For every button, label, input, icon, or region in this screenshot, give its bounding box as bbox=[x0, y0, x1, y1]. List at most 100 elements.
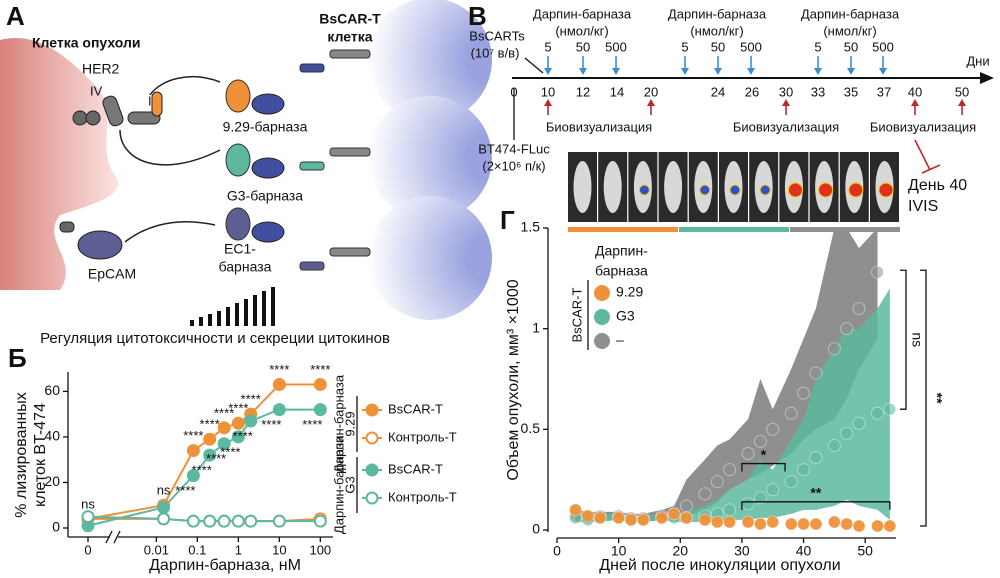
significance: ns bbox=[81, 496, 95, 511]
point bbox=[827, 342, 841, 356]
car-t-label: клетка bbox=[327, 29, 372, 45]
point bbox=[217, 421, 231, 435]
darpin-label: (нмол/кг) bbox=[555, 23, 608, 38]
band bbox=[575, 288, 890, 522]
point bbox=[313, 403, 327, 417]
her2-label: HER2 bbox=[82, 61, 120, 77]
legend-marker bbox=[594, 285, 610, 301]
point bbox=[741, 446, 755, 460]
point bbox=[186, 514, 200, 528]
significance: **** bbox=[261, 417, 281, 432]
point bbox=[840, 517, 854, 531]
significance: **** bbox=[183, 428, 203, 443]
bracket bbox=[741, 501, 891, 510]
x-tick-label: 0 bbox=[84, 542, 91, 557]
x-tick-label: 0.1 bbox=[188, 542, 206, 557]
panel-b: В Дни BsCARTs (10⁷ в/в) Дарпин-барназа (… bbox=[468, 1, 994, 232]
legend-marker bbox=[365, 431, 379, 445]
point bbox=[827, 438, 841, 452]
legend-label: 9.29 bbox=[616, 284, 643, 300]
significance: **** bbox=[220, 444, 240, 459]
day: 33 bbox=[811, 84, 825, 99]
legend-title: Дарпин-барназа bbox=[331, 374, 346, 473]
legend-label: – bbox=[616, 332, 624, 348]
group-bar bbox=[568, 227, 678, 232]
point bbox=[81, 510, 95, 524]
point bbox=[272, 403, 286, 417]
point bbox=[698, 513, 712, 527]
y-axis-label: клеток BT-474 bbox=[32, 403, 49, 507]
legend-marker bbox=[365, 403, 379, 417]
point bbox=[766, 515, 780, 529]
mouse bbox=[603, 161, 622, 213]
domain-label: I bbox=[148, 93, 152, 108]
day: 14 bbox=[610, 84, 624, 99]
significance: **** bbox=[310, 362, 330, 377]
legend-label: Контроль-T bbox=[388, 429, 457, 444]
dose: 50 bbox=[844, 39, 858, 54]
point bbox=[231, 430, 245, 444]
dose: 5 bbox=[681, 39, 688, 54]
mouse-images bbox=[568, 152, 899, 222]
domain-label: IV bbox=[90, 83, 103, 98]
dose: 50 bbox=[576, 39, 590, 54]
side-bracket bbox=[900, 269, 907, 410]
point bbox=[710, 515, 724, 529]
signal bbox=[729, 184, 741, 196]
point bbox=[871, 519, 885, 533]
point bbox=[852, 416, 866, 430]
bracket-label: ns bbox=[909, 332, 925, 347]
point bbox=[852, 302, 866, 316]
tumor-cell-shape bbox=[0, 38, 119, 290]
cars-label: (10⁷ в/в) bbox=[471, 45, 520, 60]
point bbox=[766, 483, 780, 497]
point bbox=[840, 322, 854, 336]
point bbox=[809, 517, 823, 531]
point bbox=[231, 416, 245, 430]
point bbox=[186, 469, 200, 483]
legend-marker bbox=[365, 491, 379, 505]
legend-group: G3 bbox=[342, 476, 357, 493]
legend-title: барназа bbox=[595, 263, 648, 279]
bracket-label: ** bbox=[810, 485, 821, 501]
point bbox=[231, 514, 245, 528]
darpin-label: (нмол/кг) bbox=[690, 23, 743, 38]
adapter-label: EC1- bbox=[224, 241, 256, 257]
point bbox=[244, 414, 258, 428]
legend-title: Дарпин-барназа bbox=[331, 435, 346, 534]
significance: ns bbox=[157, 483, 171, 498]
x-tick-label: 30 bbox=[734, 543, 750, 559]
point bbox=[636, 513, 650, 527]
day: 10 bbox=[541, 84, 555, 99]
significance: **** bbox=[200, 417, 220, 432]
day: 30 bbox=[779, 84, 793, 99]
y-tick-label: 0.5 bbox=[521, 420, 541, 436]
significance: **** bbox=[241, 392, 261, 407]
point bbox=[723, 503, 737, 517]
legend-marker bbox=[594, 309, 610, 325]
epcam-label: EpCAM bbox=[88, 266, 136, 282]
point bbox=[741, 515, 755, 529]
bracket-label: ** bbox=[929, 393, 945, 404]
day: 24 bbox=[711, 84, 725, 99]
side-bracket bbox=[920, 269, 927, 527]
tumor-label: (2×10⁶ п/к) bbox=[482, 158, 545, 173]
point bbox=[612, 511, 626, 525]
point bbox=[871, 406, 885, 420]
point bbox=[753, 517, 767, 531]
y-tick-label: 60 bbox=[44, 382, 60, 398]
point bbox=[710, 475, 724, 489]
signal bbox=[699, 184, 711, 196]
car-receptors bbox=[299, 49, 371, 271]
dose: 5 bbox=[544, 39, 551, 54]
significance: **** bbox=[192, 463, 212, 478]
y-tick-label: 1.5 bbox=[521, 219, 541, 235]
point bbox=[272, 378, 286, 392]
x-tick-label: 50 bbox=[857, 543, 873, 559]
point bbox=[852, 519, 866, 533]
day: 37 bbox=[877, 84, 891, 99]
significance: **** bbox=[269, 362, 289, 377]
legend-marker bbox=[365, 463, 379, 477]
point bbox=[797, 386, 811, 400]
point bbox=[883, 402, 897, 416]
